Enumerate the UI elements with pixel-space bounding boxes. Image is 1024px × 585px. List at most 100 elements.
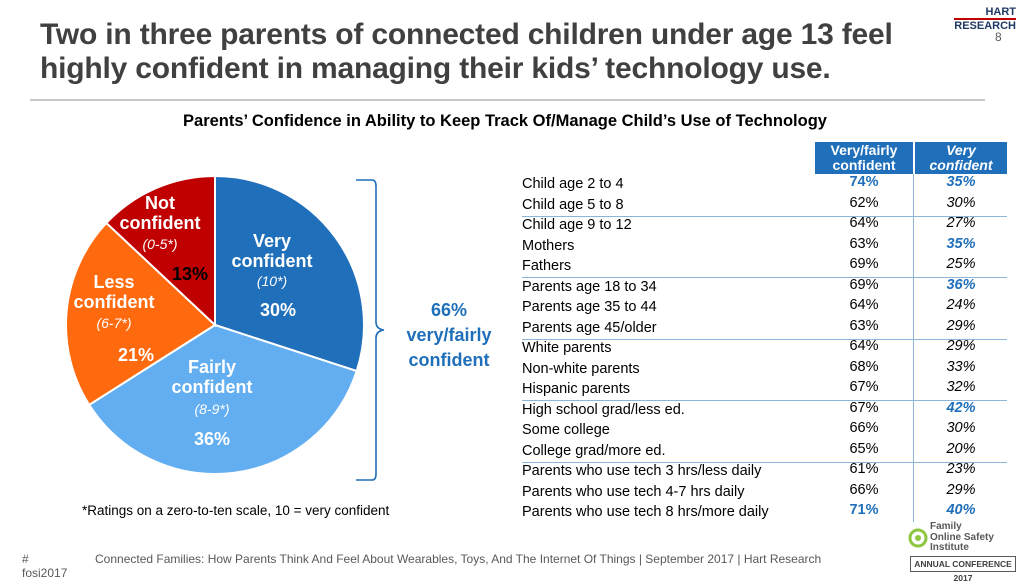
table-row-label: Child age 9 to 12 <box>522 217 632 233</box>
table-column-divider <box>913 174 914 522</box>
table-cell-very: 23% <box>946 461 976 477</box>
fairly-confident-value: 36% <box>193 429 231 449</box>
table-group-divider <box>522 400 1007 401</box>
not-confident-range: (0-5*) <box>142 236 178 252</box>
table-cell-very: 30% <box>946 420 976 436</box>
footer-source: Connected Families: How Parents Think An… <box>95 552 822 566</box>
column-header-very-line2: confident <box>929 157 993 173</box>
footnote: *Ratings on a zero-to-ten scale, 10 = ve… <box>82 503 390 518</box>
table-cell-very: 30% <box>946 194 976 211</box>
fairly-confident-name: Fairly confident <box>171 357 253 397</box>
table-cell-very-fairly: 65% <box>849 440 879 457</box>
table-cell-very: 25% <box>946 256 976 272</box>
table-group-divider <box>522 215 1007 217</box>
summary-value: 66% <box>430 300 468 320</box>
not-confident-value: 13% <box>171 264 209 284</box>
table-group-divider <box>522 277 1007 278</box>
fosi-name: Family Online Safety Institute <box>930 521 994 554</box>
table-cell-very: 42% <box>946 399 976 416</box>
table-row-label: Some college <box>522 422 610 438</box>
column-header-very: Very confident <box>915 142 1007 174</box>
table-group-divider <box>522 461 1007 463</box>
table-cell-very: 35% <box>946 235 976 252</box>
very-confident-value: 30% <box>259 300 297 320</box>
table-cell-very: 33% <box>946 358 976 375</box>
table-cell-very-fairly: 66% <box>849 420 879 436</box>
column-header-very-fairly-line1: Very/fairly <box>830 142 898 158</box>
table-row-label: College grad/more ed. <box>522 442 666 459</box>
less-confident-value: 21% <box>117 345 155 365</box>
table-row-label: Child age 2 to 4 <box>522 176 624 192</box>
table-cell-very-fairly: 64% <box>849 338 879 354</box>
bracket-shape <box>356 179 385 481</box>
column-header-very-line1: Very <box>946 142 976 158</box>
table-cell-very-fairly: 68% <box>849 358 879 375</box>
pie-slice-very-confident <box>214 174 365 373</box>
pie-slice-not-confident <box>104 174 216 328</box>
table-cell-very: 40% <box>946 502 976 518</box>
summary-line-1: very/fairly <box>406 325 492 345</box>
not-confident-name: Not confident <box>119 193 201 233</box>
column-header-very-fairly-line2: confident <box>832 157 896 173</box>
table-cell-very-fairly: 69% <box>849 256 879 272</box>
table-cell-very-fairly: 64% <box>849 297 879 313</box>
page-number: 8 <box>995 30 1002 44</box>
table-cell-very: 24% <box>946 297 976 313</box>
less-confident-range: (6-7*) <box>96 315 132 331</box>
table-row-label: Parents who use tech 4-7 hrs daily <box>522 483 745 500</box>
table-row-label: High school grad/less ed. <box>522 401 685 418</box>
title-divider <box>30 99 985 101</box>
summary-line-2: confident <box>408 350 490 370</box>
table-cell-very-fairly: 74% <box>849 174 879 190</box>
table-cell-very-fairly: 67% <box>849 399 879 416</box>
logo-line-1: HART <box>985 6 1016 18</box>
table-group-divider <box>522 338 1007 340</box>
conference-badge: ANNUAL CONFERENCE 2017 <box>910 556 1016 583</box>
table-cell-very: 29% <box>946 317 976 334</box>
table-cell-very: 35% <box>946 174 976 190</box>
table-row-label: Parents age 45/older <box>522 319 657 336</box>
table-row-label: White parents <box>522 340 612 356</box>
table-cell-very: 27% <box>946 215 976 231</box>
table-row-label: Fathers <box>522 258 572 274</box>
logo-line-2: RESEARCH <box>954 18 1016 32</box>
fairly-confident-range: (8-9*) <box>194 401 230 417</box>
very-confident-range: (10*) <box>256 273 288 289</box>
table-cell-very-fairly: 67% <box>849 379 879 395</box>
table-row-label: Parents who use tech 3 hrs/less daily <box>522 463 762 479</box>
fosi-name-line1: Family <box>930 521 962 532</box>
table-cell-very: 29% <box>946 338 976 354</box>
table-cell-very-fairly: 64% <box>849 215 879 231</box>
table-row-label: Parents age 18 to 34 <box>522 278 657 295</box>
table-cell-very: 29% <box>946 481 976 498</box>
chart-title: Parents’ Confidence in Ability to Keep T… <box>183 112 827 130</box>
pie-slice-fairly-confident <box>87 323 358 475</box>
fosi-name-line2: Online Safety <box>930 531 994 543</box>
table-cell-very-fairly: 63% <box>849 317 879 334</box>
table-row-label: Non-white parents <box>522 360 640 377</box>
table-cell-very: 32% <box>946 379 976 395</box>
table-cell-very-fairly: 69% <box>849 276 879 293</box>
pie-slice-less-confident <box>65 221 217 407</box>
table-cell-very-fairly: 61% <box>849 461 879 477</box>
less-confident-name: Less confident <box>73 272 155 312</box>
page-title: Two in three parents of connected childr… <box>40 18 893 85</box>
table-row-label: Child age 5 to 8 <box>522 196 624 213</box>
table-cell-very: 20% <box>946 440 976 457</box>
fosi-emblem-icon <box>908 528 928 548</box>
table-cell-very-fairly: 71% <box>849 502 879 518</box>
fosi-name-line3: Institute <box>930 542 969 553</box>
pie-chart <box>65 174 365 475</box>
table-row-label: Hispanic parents <box>522 381 630 397</box>
table-cell-very-fairly: 62% <box>849 194 879 211</box>
very-confident-name: Very confident <box>231 231 313 271</box>
summary-annotation: 66% very/fairly confident <box>396 298 502 373</box>
hart-research-logo: HART RESEARCH <box>934 6 1016 32</box>
column-header-very-fairly: Very/fairly confident <box>815 142 913 174</box>
table-cell-very: 36% <box>946 276 976 293</box>
table-row-label: Parents age 35 to 44 <box>522 299 657 315</box>
table-row-label: Mothers <box>522 237 575 254</box>
table-row-label: Parents who use tech 8 hrs/more daily <box>522 504 769 520</box>
table-cell-very-fairly: 66% <box>849 481 879 498</box>
table-cell-very-fairly: 63% <box>849 235 879 252</box>
